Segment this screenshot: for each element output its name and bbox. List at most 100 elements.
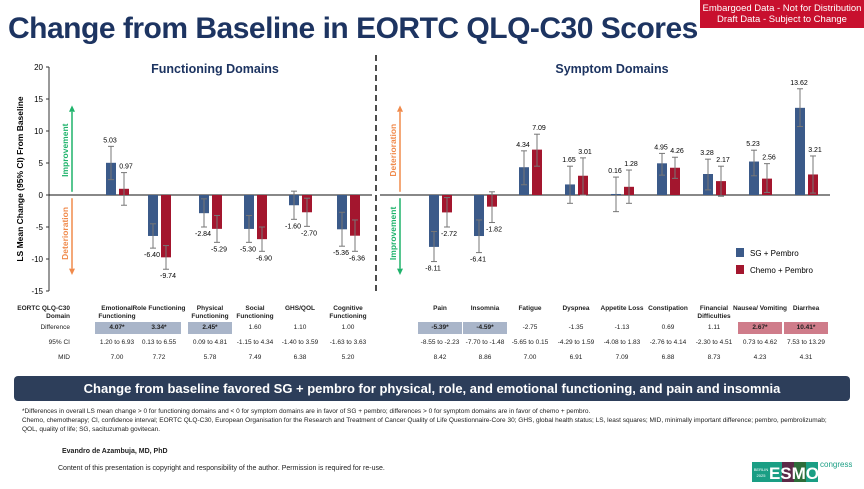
data-label: -2.70: [301, 230, 317, 237]
y-tick-label: -10: [31, 255, 43, 264]
table-ci-cell: 0.73 to 4.62: [742, 339, 778, 346]
table-domain-header: Physical Functioning: [191, 305, 229, 320]
bar-chemo: [532, 149, 542, 195]
table-ci-cell: -1.15 to 4.34: [236, 339, 274, 346]
bar-sg: [148, 195, 158, 236]
table-row-label-domain: EORTC QLQ-C30 Domain: [17, 305, 70, 320]
table-domain-header: Cognitive Functioning: [329, 305, 367, 320]
svg-text:ESMO: ESMO: [769, 464, 819, 483]
direction-label-up: Deterioration: [388, 124, 398, 177]
embargo-notice: Embargoed Data - Not for Distribution Dr…: [700, 0, 864, 28]
table-ci-cell: -1.40 to 3.59: [281, 339, 319, 346]
data-label: -1.82: [486, 227, 502, 234]
table-domain-header: Financial Difficulties: [697, 305, 731, 320]
table-domain-header: Diarrhea: [792, 305, 820, 312]
data-label: 7.09: [532, 125, 546, 132]
bar-chemo: [212, 195, 222, 229]
legend-label: Chemo + Pembro: [750, 266, 813, 275]
direction-label-up: Improvement: [60, 123, 70, 177]
data-label: -6.36: [349, 255, 365, 262]
table-mid-cell: 7.49: [248, 354, 262, 361]
svg-text:congress: congress: [820, 460, 852, 469]
data-label: 4.34: [516, 142, 530, 149]
table-mid-cell: 4.23: [753, 354, 767, 361]
svg-text:BERLIN: BERLIN: [754, 467, 769, 472]
table-difference-cell: 1.10: [293, 324, 307, 331]
legend-label: SG + Pembro: [750, 249, 799, 258]
table-ci-cell: 1.20 to 6.93: [99, 339, 135, 346]
table-mid-cell: 7.00: [110, 354, 124, 361]
table-ci-cell: -5.65 to 0.15: [511, 339, 549, 346]
svg-text:2025: 2025: [757, 473, 767, 478]
table-difference-cell: -1.13: [614, 324, 630, 331]
presenter-name: Evandro de Azambuja, MD, PhD: [62, 448, 168, 455]
table-domain-header: GHS/QOL: [285, 305, 315, 312]
table-difference-cell: 10.41*: [784, 322, 828, 334]
arrow-down-icon: [69, 268, 75, 275]
table-difference-cell: -5.39*: [418, 322, 462, 334]
data-label: -1.60: [285, 223, 301, 230]
data-label: 3.21: [808, 147, 822, 154]
table-mid-cell: 6.91: [569, 354, 583, 361]
table-ci-cell: -4.29 to 1.59: [557, 339, 595, 346]
arrow-down-icon: [397, 268, 403, 275]
table-difference-cell: 1.60: [248, 324, 262, 331]
table-ci-cell: -2.30 to 4.51: [695, 339, 733, 346]
table-mid-cell: 6.38: [293, 354, 307, 361]
table-domain-header: Nausea/ Vomiting: [732, 305, 788, 312]
table-mid-cell: 5.20: [341, 354, 355, 361]
y-tick-label: 10: [34, 127, 43, 136]
table-mid-cell: 5.78: [203, 354, 217, 361]
data-label: 2.17: [716, 157, 730, 164]
arrow-up-icon: [69, 105, 75, 112]
table-mid-cell: 7.00: [523, 354, 537, 361]
data-label: 2.56: [762, 155, 776, 162]
data-label: -8.11: [425, 266, 441, 273]
data-label: 0.97: [119, 164, 133, 171]
data-label: -2.72: [441, 231, 457, 238]
table-difference-cell: 0.69: [661, 324, 675, 331]
table-difference-cell: 3.34*: [137, 322, 181, 334]
footnote-2: Chemo, chemotherapy; CI, confidence inte…: [22, 417, 827, 433]
data-label: -9.74: [160, 273, 176, 280]
direction-label-down: Deterioration: [60, 207, 70, 260]
bar-sg: [657, 163, 667, 195]
embargo-line-1: Embargoed Data - Not for Distribution: [702, 3, 862, 14]
data-label: 5.23: [746, 141, 760, 148]
slide-title: Change from Baseline in EORTC QLQ-C30 Sc…: [8, 12, 698, 45]
legend-swatch: [736, 248, 744, 257]
table-difference-cell: 1.00: [341, 324, 355, 331]
esmo-congress-logo: BERLIN 2025 ESMO congress: [752, 460, 852, 483]
table-domain-header: Constipation: [648, 305, 688, 312]
table-difference-cell: 1.11: [707, 324, 721, 331]
table-mid-cell: 8.42: [433, 354, 447, 361]
table-domain-header: Appetite Loss: [600, 305, 644, 312]
y-tick-label: 15: [34, 95, 43, 104]
y-axis-label: LS Mean Change (95% CI) From Baseline: [15, 96, 25, 262]
table-ci-cell: 0.13 to 6.55: [141, 339, 177, 346]
copyright-note: Content of this presentation is copyrigh…: [58, 465, 385, 472]
bar-chemo: [350, 195, 360, 236]
data-label: -6.40: [144, 252, 160, 259]
table-domain-header: Pain: [433, 305, 447, 312]
table-ci-cell: -8.55 to -2.23: [420, 339, 460, 346]
table-difference-cell: 2.67*: [738, 322, 782, 334]
data-label: -5.30: [240, 246, 256, 253]
data-label: 13.62: [790, 80, 808, 87]
y-tick-label: -5: [36, 223, 44, 232]
table-ci-cell: -1.63 to 3.63: [329, 339, 367, 346]
footnote-1: *Differences in overall LS mean change >…: [22, 408, 591, 415]
table-row-label-mid: MID: [58, 354, 70, 361]
table-domain-header: Dyspnea: [562, 305, 590, 312]
bar-sg: [749, 161, 759, 195]
data-label: 5.03: [103, 137, 117, 144]
arrow-up-icon: [397, 105, 403, 112]
table-difference-cell: 2.45*: [188, 322, 232, 334]
table-domain-header: Fatigue: [518, 305, 542, 312]
data-label: -6.90: [256, 255, 272, 262]
data-label: 3.01: [578, 149, 592, 156]
bar-chemo: [161, 195, 171, 258]
data-label: 4.95: [654, 144, 668, 151]
table-ci-cell: -4.08 to 1.83: [603, 339, 641, 346]
bar-sg: [795, 107, 805, 195]
